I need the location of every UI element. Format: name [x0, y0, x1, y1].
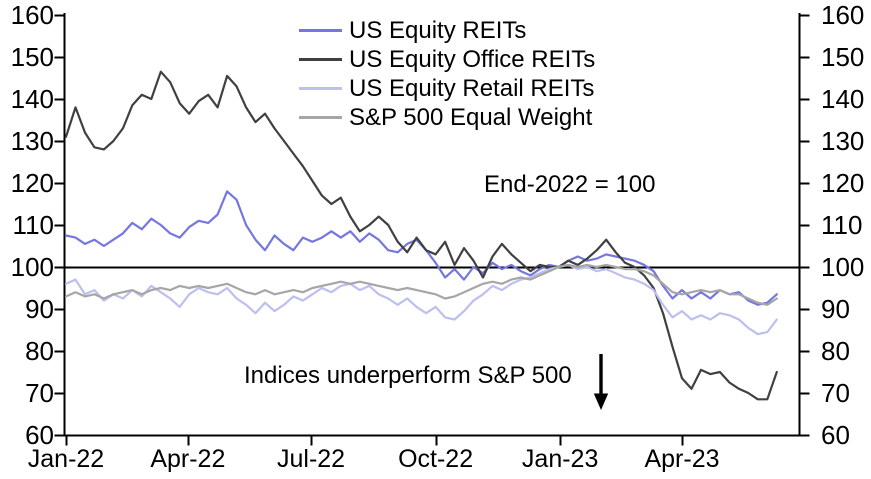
legend-label: US Equity REITs	[349, 16, 527, 44]
y-tick-label-left: 100	[10, 252, 54, 282]
x-tick-label: Jul-22	[276, 445, 346, 473]
y-tick-label-left: 60	[25, 420, 54, 450]
down-arrow-icon	[593, 354, 609, 410]
y-tick-label-left: 140	[10, 84, 54, 114]
y-tick-label-right: 70	[821, 378, 850, 408]
y-tick-label-left: 120	[10, 168, 54, 198]
y-tick-label-right: 140	[821, 84, 865, 114]
legend-item-us-equity-office-reits: US Equity Office REITs	[299, 45, 595, 74]
series-line-us-equity-office-reits	[64, 70, 778, 401]
x-tick-label: Apr-22	[150, 445, 226, 473]
y-tick-label-right: 90	[821, 294, 850, 324]
annotation-underperform: Indices underperform S&P 500	[244, 362, 572, 389]
y-tick-label-right: 80	[821, 336, 850, 366]
y-tick-label-right: 60	[821, 420, 850, 450]
legend-swatch-line	[299, 87, 342, 90]
y-tick-label-left: 150	[10, 42, 54, 72]
y-tick-label-left: 130	[10, 126, 54, 156]
legend-swatch-line	[299, 116, 342, 119]
y-tick-label-left: 80	[25, 336, 54, 366]
legend-swatch-line	[299, 29, 342, 32]
legend-swatch-line	[299, 58, 342, 61]
legend-item-s-p-500-equal-weight: S&P 500 Equal Weight	[299, 103, 595, 132]
y-tick-label-left: 160	[10, 0, 54, 30]
annotation-rebase-note: End-2022 = 100	[484, 171, 656, 198]
series-line-us-equity-reits	[64, 190, 778, 306]
legend-label: S&P 500 Equal Weight	[349, 103, 593, 131]
y-tick-label-right: 130	[821, 126, 865, 156]
y-tick-label-right: 110	[821, 210, 863, 240]
y-tick-label-right: 120	[821, 168, 865, 198]
y-tick-label-right: 160	[821, 0, 865, 30]
x-tick-label: Apr-23	[644, 445, 720, 473]
y-tick-label-left: 90	[25, 294, 54, 324]
legend-label: US Equity Retail REITs	[349, 74, 595, 102]
y-tick-label-right: 150	[821, 42, 865, 72]
y-tick-label-left: 110	[12, 210, 54, 240]
y-tick-label-right: 100	[821, 252, 865, 282]
legend-label: US Equity Office REITs	[349, 45, 596, 73]
series-line-s-p-500-equal-weight	[64, 263, 778, 306]
legend-item-us-equity-retail-reits: US Equity Retail REITs	[299, 74, 595, 103]
x-tick-label: Oct-22	[398, 445, 474, 473]
x-tick-label: Jan-22	[27, 445, 105, 473]
series-line-us-equity-retail-reits	[64, 263, 778, 336]
y-tick-label-left: 70	[25, 378, 54, 408]
x-tick-label: Jan-23	[521, 445, 599, 473]
legend-item-us-equity-reits: US Equity REITs	[299, 16, 595, 45]
chart-legend: US Equity REITs US Equity Office REITs US …	[299, 16, 595, 132]
